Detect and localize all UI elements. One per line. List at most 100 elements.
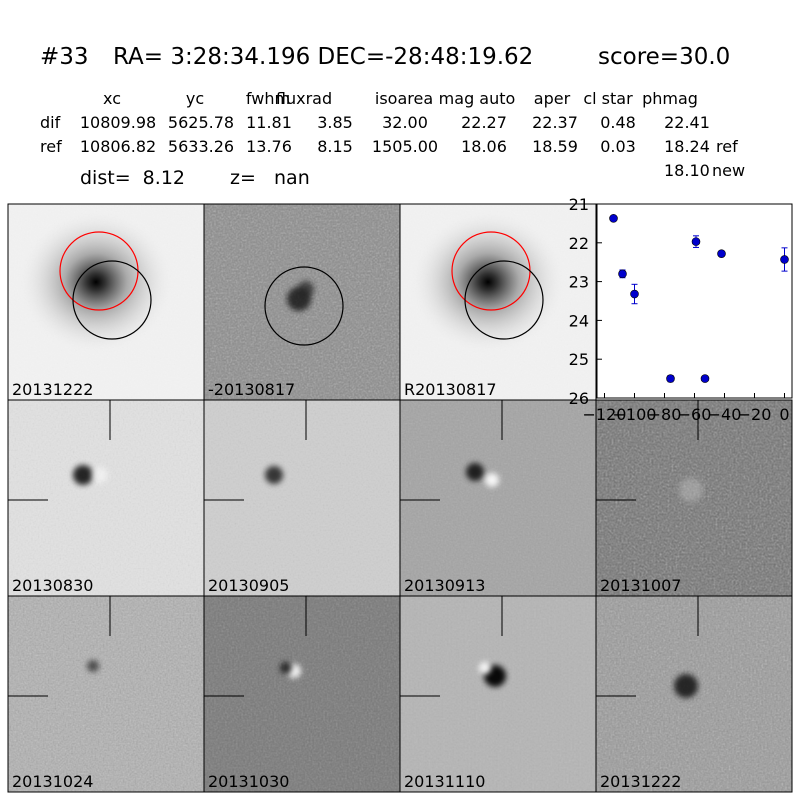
cell: 0.48 [600,113,636,132]
panel-noise [400,400,596,596]
image-panel: 20131110 [399,595,597,793]
column-header: fwhm [246,89,290,108]
cell: 3.85 [317,113,353,132]
column-header: fluxrad [276,89,332,108]
image-panel: 20131007 [595,399,793,597]
data-point [609,214,618,223]
row-label: ref [40,137,62,156]
black-aperture [464,260,544,340]
feature [265,466,283,484]
panel-noise [400,596,596,792]
feature [87,660,99,672]
column-header: cl star [583,89,633,108]
column-header: mag auto [439,89,516,108]
data-point [780,255,789,264]
panel-noise [8,596,204,792]
image-panel: R20130817 [399,203,597,401]
panel-noise [204,596,400,792]
image-grid: 20131222 -20130817 R20130817 20130830 201309… [7,203,793,793]
cell: 13.76 [246,137,292,156]
cell: 18.24 [664,137,710,156]
x-tick-label: −20 [738,405,772,424]
new-tag: new [712,161,745,180]
x-tick-label: −40 [708,405,742,424]
feature [280,662,292,674]
cell: 10809.98 [80,113,156,132]
feature [479,662,491,674]
x-tick-label: −100 [613,405,657,424]
column-header: xc [103,89,121,108]
feature [674,674,698,698]
panel-label: 20131024 [12,772,93,791]
panel-noise [8,400,204,596]
data-point [630,289,639,299]
panel-label: 20130913 [404,576,485,595]
cell: 10806.82 [80,137,156,156]
cell: 1505.00 [372,137,438,156]
black-aperture [264,266,344,346]
galaxy [410,210,566,354]
panel-label: 20131007 [600,576,681,595]
cell: 22.27 [461,113,507,132]
panel-frame [595,595,793,793]
y-tick-label: 22 [569,234,589,253]
panel-label: -20130817 [208,380,295,399]
cell: 8.15 [317,137,353,156]
column-header: aper [534,89,571,108]
y-tick-label: 24 [569,311,589,330]
cell: 18.06 [461,137,507,156]
dist: dist= 8.12 [80,167,185,189]
image-panel: 20131222 [595,595,793,793]
column-header: phmag [642,89,698,108]
y-tick-label: 23 [569,273,589,292]
feature [92,467,108,483]
cell: 11.81 [246,113,292,132]
cell: 22.37 [532,113,578,132]
redshift: z= nan [230,167,310,189]
data-point [618,269,627,279]
galaxy [18,210,174,354]
coordinates: RA= 3:28:34.196 DEC=-28:48:19.62 [113,44,533,70]
feature [73,465,93,485]
image-panel: 20130913 [399,399,597,597]
cell: 5625.78 [168,113,234,132]
black-aperture [72,260,152,340]
column-header: yc [186,89,204,108]
data-point [700,374,710,383]
row-tag: ref [716,137,738,156]
feature [679,478,703,502]
feature [298,281,314,297]
x-tick-label: −120 [583,405,627,424]
panel-label: R20130817 [404,380,497,399]
cell: 18.59 [532,137,578,156]
panel-label: 20131030 [208,772,289,791]
y-tick-label: 26 [569,389,589,408]
cell: 32.00 [382,113,428,132]
x-tick-label: −80 [648,405,682,424]
data-point [666,374,675,383]
image-panel: -20130817 [203,203,401,401]
new-phmag: 18.10 [664,161,710,180]
image-panel: 20131222 [7,203,205,401]
row-label: dif [40,113,61,132]
score: score=30.0 [598,44,730,70]
plot-area [596,203,793,399]
y-tick-label: 25 [569,350,589,369]
feature [466,463,484,481]
candidate-id: #33 [40,44,89,70]
panel-noise [204,400,400,596]
panel-label: 20131222 [600,772,681,791]
x-tick-label: −60 [678,405,712,424]
feature [485,473,499,487]
x-tick-label: 0 [779,405,789,424]
cell: 5633.26 [168,137,234,156]
image-panel: 20130905 [203,399,401,597]
cell: 22.41 [664,113,710,132]
image-panel: 20131024 [7,595,205,793]
image-panel: 20131030 [203,595,401,793]
panel-label: 20131110 [404,772,485,791]
data-point [717,249,726,258]
cell: 0.03 [600,137,636,156]
